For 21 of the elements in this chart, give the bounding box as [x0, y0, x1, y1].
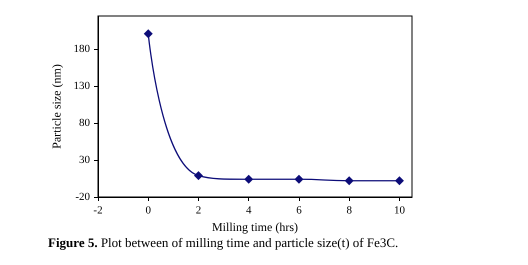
point: [144, 29, 153, 38]
y-axis-title: Particle size (nm): [50, 64, 64, 149]
x-axis-title: Milling time (hrs): [212, 220, 298, 234]
y-tick-label: 180: [74, 43, 90, 56]
point: [394, 176, 404, 186]
y-tick-label: 30: [79, 154, 90, 166]
y-tick-label: 80: [79, 117, 90, 130]
point: [344, 176, 354, 186]
x-tick-label: 0: [145, 204, 152, 216]
x-tick-label: 4: [246, 204, 252, 216]
point: [294, 174, 304, 184]
y-tick-label: -20: [75, 191, 90, 203]
point: [244, 174, 254, 184]
caption: Figure 5. Plot between of milling time and particle size(t) of Fe3C.: [48, 235, 398, 250]
x-tick-label: 10: [394, 204, 406, 216]
x-tick-label: 6: [296, 204, 302, 216]
y-tick-label: 130: [74, 80, 90, 92]
x-tick-label: 8: [346, 204, 352, 216]
x-tick-label: 2: [196, 204, 202, 216]
point: [194, 171, 203, 180]
x-tick-label: -2: [93, 204, 103, 216]
